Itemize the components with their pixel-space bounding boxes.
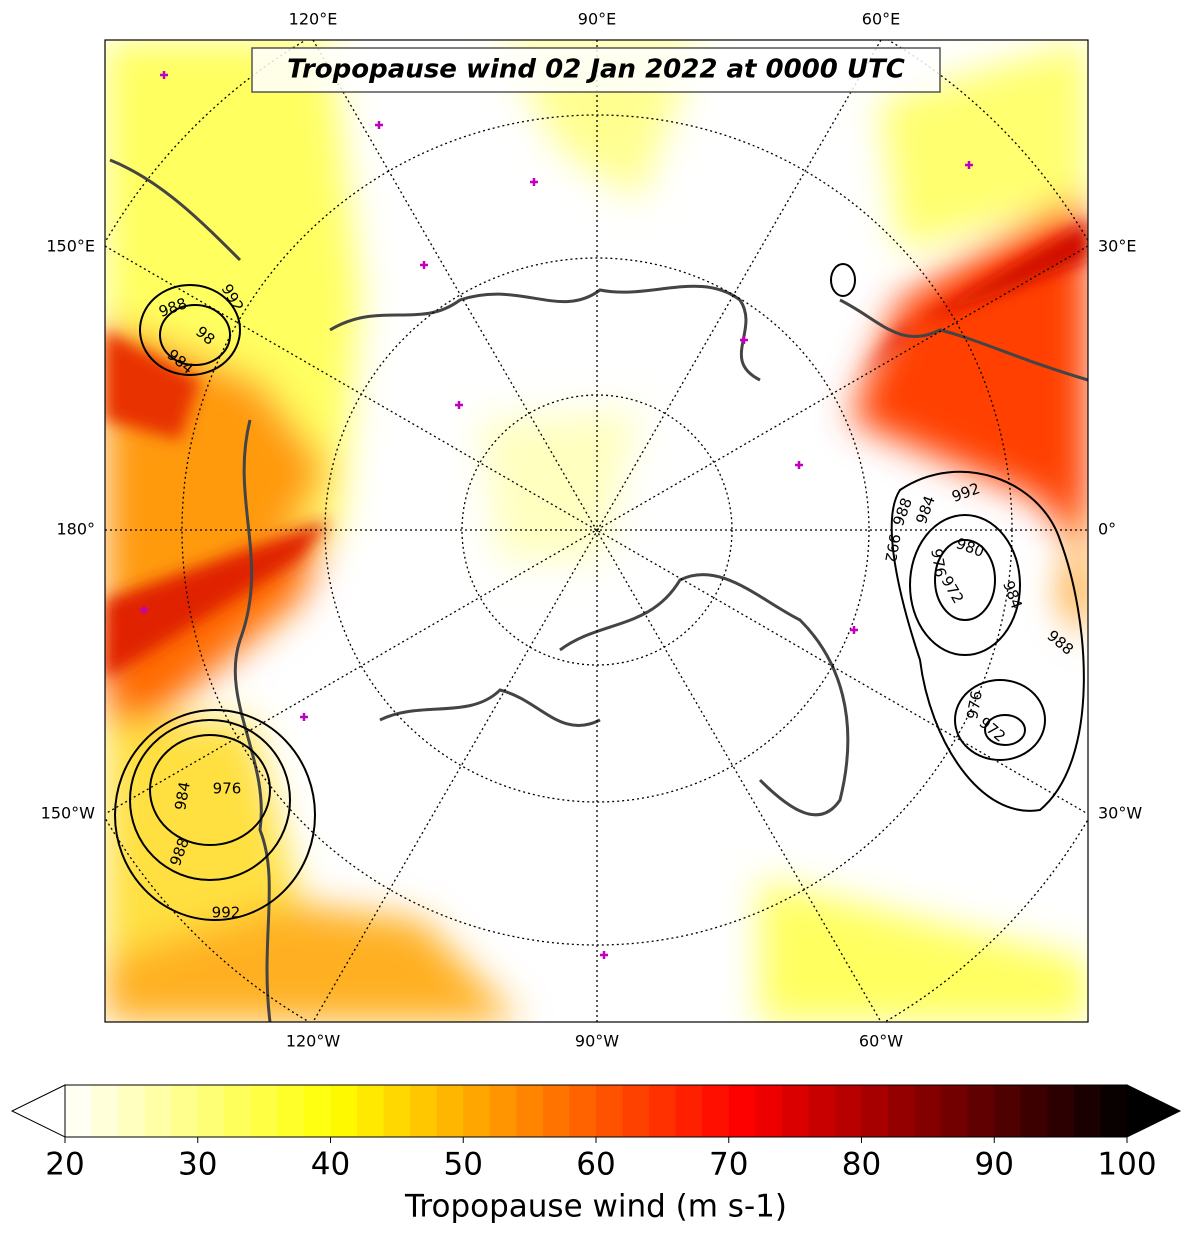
colorbar-segment [489, 1085, 517, 1137]
longitude-label: 90°W [575, 1032, 619, 1051]
longitude-label: 60°E [862, 10, 900, 29]
colorbar-tick-label: 80 [842, 1147, 881, 1183]
colorbar-segment [834, 1085, 863, 1137]
colorbar-segment [197, 1085, 225, 1137]
contour-label: 992 [212, 904, 241, 922]
colorbar-segment [1020, 1085, 1048, 1137]
colorbar-segment [861, 1085, 889, 1137]
colorbar-tick-label: 30 [178, 1147, 217, 1183]
colorbar-segment [755, 1085, 783, 1137]
colorbar-segment [781, 1085, 809, 1137]
longitude-label: 150°E [46, 237, 95, 256]
contour-label: 976 [927, 547, 950, 578]
colorbar-segment [516, 1085, 544, 1137]
pressure-contours [114, 263, 1085, 921]
colorbar-segment [914, 1085, 942, 1137]
colorbar-segment [994, 1085, 1022, 1137]
colorbar-segment [596, 1085, 624, 1137]
graticule [105, 40, 1088, 1022]
longitude-label: 60°W [859, 1032, 903, 1051]
colorbar-tick-label: 90 [975, 1147, 1014, 1183]
longitude-label: 150°W [41, 804, 96, 823]
colorbar-segment [118, 1085, 146, 1137]
colorbar-segment [542, 1085, 571, 1137]
colorbar-segment [728, 1085, 756, 1137]
colorbar-segment [463, 1085, 491, 1137]
longitude-label: 120°W [286, 1032, 341, 1051]
colorbar-segment [383, 1085, 411, 1137]
colorbar-tick-label: 100 [1097, 1147, 1156, 1183]
longitude-label: 30°E [1098, 237, 1136, 256]
contour-label: 976 [963, 689, 986, 720]
colorbar-segment [357, 1085, 385, 1137]
colorbar-segment [171, 1085, 199, 1137]
colorbar-segment [941, 1085, 969, 1137]
colorbar-segment [330, 1085, 358, 1137]
colorbar-segment [1047, 1085, 1075, 1137]
colorbar-segment [144, 1085, 172, 1137]
colorbar-segment [224, 1085, 252, 1137]
colorbar-segment [888, 1085, 916, 1137]
contour-label: 976 [213, 780, 242, 798]
colorbar-segment [675, 1085, 703, 1137]
colorbar-extend-high [1126, 1084, 1182, 1138]
longitude-label: 90°E [578, 10, 616, 29]
map-title: Tropopause wind 02 Jan 2022 at 0000 UTC [287, 55, 905, 85]
colorbar-tick-label: 70 [709, 1147, 748, 1183]
colorbar-segment [622, 1085, 650, 1137]
colorbar-segment [967, 1085, 995, 1137]
coastlines [109, 158, 1088, 1022]
colorbar-tick-label: 60 [576, 1147, 615, 1183]
station-markers [140, 71, 973, 959]
colorbar-segment [65, 1085, 93, 1137]
colorbar-tick-label: 20 [45, 1147, 84, 1183]
colorbar-segment [649, 1085, 677, 1137]
longitude-label: 120°E [289, 10, 338, 29]
colorbar-segment [702, 1085, 730, 1137]
colorbar-tick-label: 50 [444, 1147, 483, 1183]
longitude-label: 30°W [1098, 804, 1142, 823]
colorbar-segment [277, 1085, 305, 1137]
colorbar-segment [410, 1085, 438, 1137]
colorbar-segment [250, 1085, 278, 1137]
longitude-label: 0° [1098, 520, 1116, 539]
longitude-label: 180° [56, 520, 95, 539]
map-frame [104, 39, 1089, 1023]
colorbar-label: Tropopause wind (m s-1) [404, 1189, 787, 1225]
colorbar-segment [436, 1085, 464, 1137]
colorbar-extend-low [10, 1084, 66, 1138]
colorbar-segment [1073, 1085, 1102, 1137]
colorbar-segment [1100, 1085, 1128, 1137]
colorbar-segment [303, 1085, 332, 1137]
colorbar-segment [808, 1085, 836, 1137]
title-box [251, 47, 941, 93]
colorbar-segment [569, 1085, 597, 1137]
contour-label: 992 [881, 532, 904, 563]
colorbar-segment [91, 1085, 119, 1137]
colorbar-tick-label: 40 [311, 1147, 350, 1183]
contour-label: 984 [171, 780, 194, 811]
